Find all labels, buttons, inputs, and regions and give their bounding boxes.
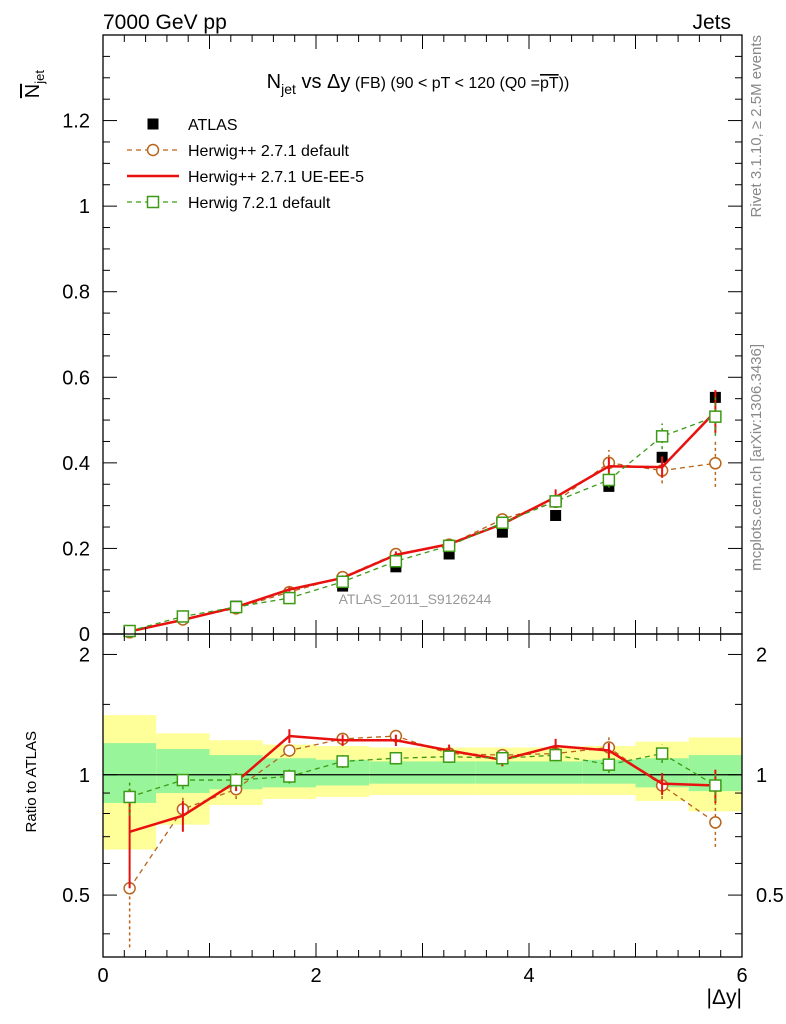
main-y-axis-label: Njet bbox=[22, 70, 47, 99]
main-y-tick-label: 0.6 bbox=[62, 367, 90, 389]
data-point-square bbox=[176, 773, 190, 787]
main-title-dy: Δy bbox=[327, 71, 350, 93]
data-point-square bbox=[496, 516, 509, 530]
data-point-square bbox=[655, 747, 669, 760]
main-title-ptbar: pT bbox=[540, 75, 559, 92]
ratio-x-axis-label: |Δy| bbox=[707, 986, 742, 1009]
header-left: 7000 GeV pp bbox=[103, 11, 227, 34]
ratio-y-tick-label-right: 0.5 bbox=[756, 885, 784, 907]
data-point-filled-square bbox=[496, 526, 508, 538]
legend-label: Herwig 7.2.1 default bbox=[188, 195, 331, 212]
mcplots-source-label: mcplots.cern.ch [arXiv:1306.3436] bbox=[748, 344, 765, 571]
ratio-band-inner bbox=[422, 761, 476, 784]
ratio-x-axis-label-open: | bbox=[707, 986, 712, 1009]
x-tick-label: 6 bbox=[736, 965, 747, 987]
data-point-square bbox=[709, 410, 722, 423]
ratio-y-axis-label: Ratio to ATLAS bbox=[23, 731, 40, 832]
main-title-jet-subscript: jet bbox=[280, 81, 296, 97]
main-y-tick-label: 1.2 bbox=[62, 111, 90, 133]
main-panel: 0 0.2 0.4 0.6 0.8 1 1.2 bbox=[62, 34, 743, 646]
data-point-circle bbox=[709, 457, 722, 470]
main-title: Njet vs Δy (FB) (90 < pT < 120 (Q0 =pT)) bbox=[267, 71, 570, 97]
data-point-square bbox=[336, 575, 349, 589]
ratio-x-axis-label-close: | bbox=[737, 986, 742, 1009]
watermark: ATLAS_2011_S9126244 bbox=[339, 591, 492, 607]
ratio-band-inner bbox=[475, 761, 529, 784]
data-point-square bbox=[602, 758, 616, 771]
header-right: Jets bbox=[692, 11, 731, 34]
data-point-square bbox=[123, 790, 136, 804]
data-point-square bbox=[283, 591, 296, 605]
main-title-n: N bbox=[267, 71, 281, 93]
ratio-x-axis-label-dy: Δy bbox=[712, 986, 737, 1009]
data-point-circle bbox=[709, 816, 722, 829]
main-y-axis-label-jet: jet bbox=[32, 70, 47, 85]
data-point-square bbox=[283, 770, 296, 783]
legend-label: Herwig++ 2.7.1 default bbox=[188, 143, 350, 160]
data-point-circle bbox=[146, 143, 160, 157]
main-title-vs: vs bbox=[296, 71, 327, 93]
data-point-square bbox=[496, 751, 509, 765]
ratio-y-tick-label: 0.5 bbox=[62, 885, 90, 907]
data-point-circle bbox=[283, 744, 296, 757]
data-point-square bbox=[442, 750, 456, 763]
data-point-filled-square bbox=[443, 548, 455, 560]
main-y-tick-label: 0 bbox=[79, 624, 90, 646]
main-y-tick-label: 0.2 bbox=[62, 538, 90, 560]
ratio-band-inner bbox=[529, 761, 583, 784]
data-point-square bbox=[389, 751, 403, 765]
data-point-square bbox=[146, 195, 160, 209]
ratio-y-tick-label-right: 1 bbox=[756, 765, 767, 787]
data-point-square bbox=[123, 624, 136, 638]
ratio-y-tick-label-right: 2 bbox=[756, 644, 767, 666]
legend-label: Herwig++ 2.7.1 UE-EE-5 bbox=[188, 169, 364, 186]
legend-label: ATLAS bbox=[188, 117, 238, 134]
x-tick-label: 2 bbox=[310, 965, 321, 987]
main-y-tick-label: 0.8 bbox=[62, 282, 90, 304]
x-tick-label: 4 bbox=[523, 965, 534, 987]
main-series-line bbox=[129, 416, 716, 632]
ratio-y-tick-label: 1 bbox=[79, 765, 90, 787]
ratio-y-tick-label: 2 bbox=[79, 644, 90, 666]
data-point-filled-square bbox=[550, 509, 562, 521]
data-point-square bbox=[602, 473, 616, 487]
ratio-series-line bbox=[129, 734, 716, 833]
data-point-square bbox=[549, 495, 562, 508]
ratio-panel: 0 2 4 60.5 0.51 12 2 bbox=[62, 35, 784, 987]
main-title-fb: (FB) bbox=[350, 75, 390, 92]
ratio-series-line bbox=[129, 752, 716, 798]
rivet-version-label: Rivet 3.1.10, ≥ 2.5M events bbox=[748, 35, 765, 218]
data-point-square bbox=[176, 610, 190, 623]
main-title-close: )) bbox=[559, 75, 570, 92]
x-tick-label: 0 bbox=[97, 965, 108, 987]
data-point-filled-square bbox=[147, 118, 159, 130]
data-point-square bbox=[549, 748, 562, 762]
data-point-square bbox=[229, 600, 243, 614]
main-y-tick-label: 0.4 bbox=[62, 453, 90, 475]
ratio-band-inner bbox=[369, 761, 423, 784]
data-point-square bbox=[655, 430, 669, 443]
legend: ATLAS Herwig++ 2.7.1 default Herwig++ 2.7.… bbox=[127, 117, 364, 212]
data-point-square bbox=[389, 555, 403, 568]
data-point-square bbox=[229, 773, 243, 787]
main-y-tick-label: 1 bbox=[79, 196, 90, 218]
main-y-axis-label-n: N bbox=[22, 84, 44, 98]
main-title-cut: (90 < pT < 120 (Q0 = bbox=[390, 75, 540, 92]
data-point-square bbox=[336, 755, 349, 768]
data-point-square bbox=[709, 779, 722, 792]
data-point-square bbox=[442, 539, 456, 553]
